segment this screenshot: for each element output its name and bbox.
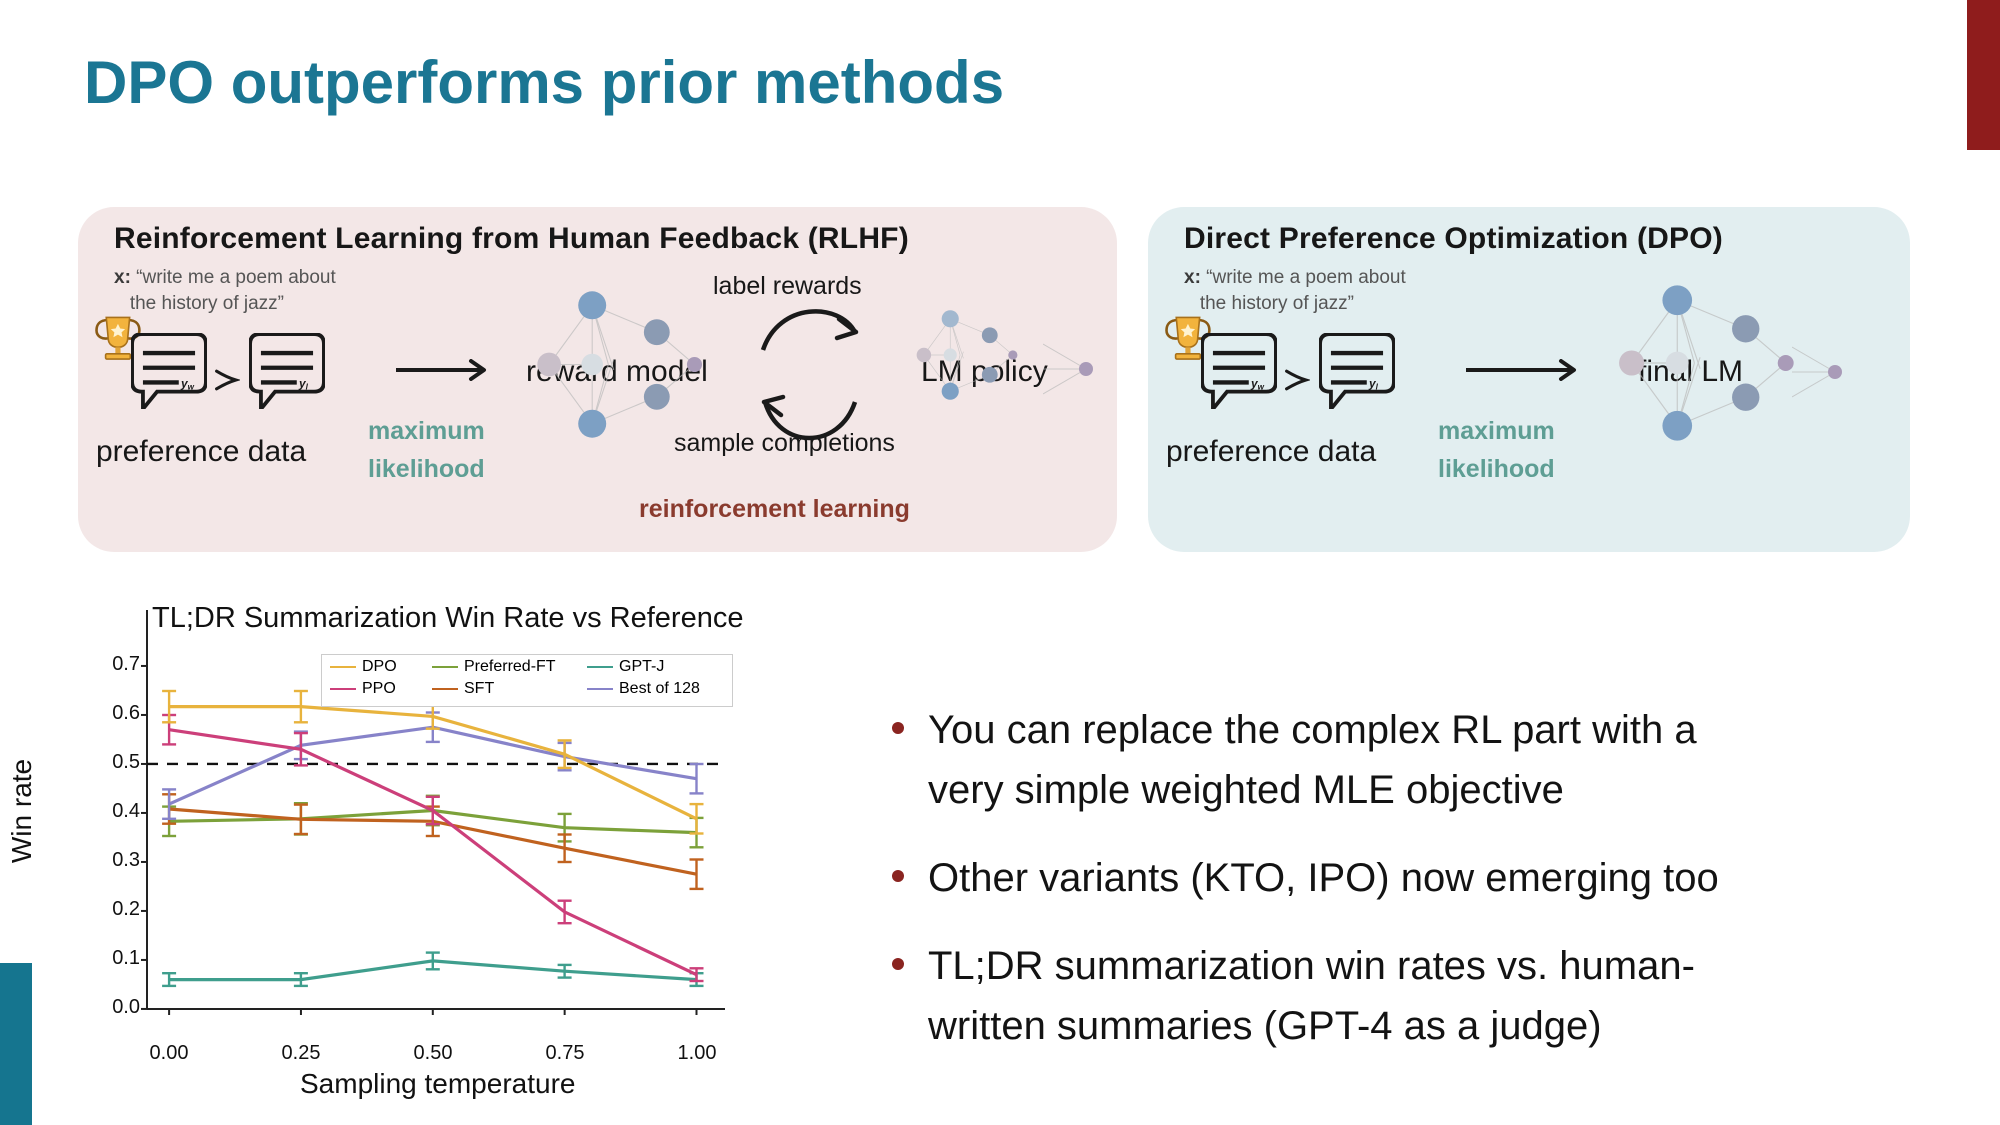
svg-text:yw: yw [1250, 376, 1265, 391]
svg-text:yl: yl [298, 376, 309, 391]
svg-text:yl: yl [1368, 376, 1379, 391]
svg-text:yw: yw [180, 376, 195, 391]
